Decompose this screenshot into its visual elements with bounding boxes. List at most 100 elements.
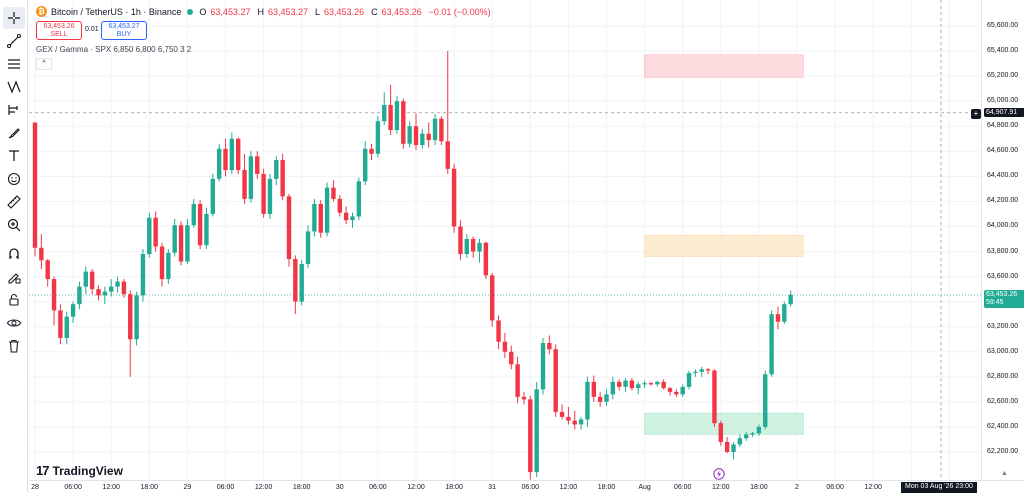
candle-body — [712, 370, 717, 424]
time-tick-label: 06:00 — [216, 484, 235, 491]
pattern-icon[interactable] — [3, 76, 25, 98]
collapse-legend-button[interactable]: ^ — [36, 58, 52, 70]
candle-body — [388, 104, 393, 130]
candle-body — [375, 121, 381, 154]
lock-drawing-icon[interactable] — [3, 266, 25, 288]
candle-body — [293, 259, 298, 302]
scroll-up-icon[interactable]: ▲ — [1001, 470, 1008, 477]
candle-body — [83, 271, 88, 287]
eye-icon[interactable] — [3, 312, 25, 334]
price-tick-label: 63,600.00 — [987, 272, 1019, 280]
candle-body — [566, 416, 571, 421]
magnet-icon[interactable] — [3, 243, 25, 265]
candle-body — [699, 369, 704, 372]
candle-body — [521, 396, 527, 400]
emoji-icon[interactable] — [3, 168, 25, 190]
last-price-badge: 63,453.26 59:45 — [984, 289, 1024, 308]
candle-body — [140, 254, 146, 296]
chart-pane[interactable] — [29, 0, 981, 480]
time-tick-label: 12:00 — [254, 484, 273, 491]
sell-button[interactable]: 63,453.26 SELL — [36, 21, 82, 40]
candle-body — [185, 225, 190, 262]
gamma-zone-red — [644, 54, 804, 78]
candle-body — [70, 304, 76, 317]
price-axis[interactable]: 65,600.00 65,400.00 65,200.00 65,000.00 64,8… — [981, 0, 1024, 480]
bar-countdown: 59:45 — [986, 298, 1004, 306]
change-value: −0.01 (−0.00%) — [428, 6, 491, 17]
low-value: 63,453.26 — [324, 6, 365, 17]
candle-body — [102, 291, 108, 296]
candle-body — [45, 260, 50, 280]
time-tick-label: 28 — [31, 484, 39, 491]
trend-line-icon[interactable] — [3, 30, 25, 52]
text-icon[interactable] — [3, 145, 25, 167]
candle-body — [578, 419, 584, 425]
time-tick-label: 12:00 — [864, 484, 882, 491]
time-tick-label: 18:00 — [292, 484, 311, 491]
add-alert-icon[interactable]: + — [971, 109, 981, 119]
brush-icon[interactable] — [3, 122, 25, 144]
price-tick-label: 62,200.00 — [987, 448, 1019, 455]
drawing-toolbar — [0, 0, 28, 493]
candle-body — [674, 391, 679, 395]
close-value: 63,453.26 — [381, 6, 422, 17]
candle-body — [470, 239, 476, 252]
candle-body — [540, 342, 546, 390]
candle-body — [585, 381, 590, 420]
fib-icon[interactable] — [3, 53, 25, 75]
price-tick-label: 65,000.00 — [987, 97, 1019, 105]
close-key: C — [371, 6, 378, 17]
time-tick-label: 30 — [335, 484, 344, 491]
price-tick-label: 63,200.00 — [987, 322, 1019, 330]
lightning-icon[interactable] — [713, 468, 725, 480]
price-tick-label: 65,200.00 — [987, 72, 1019, 80]
lock-icon[interactable] — [3, 289, 25, 311]
time-tick-label: Aug — [638, 484, 651, 491]
time-tick-label: 2 — [795, 484, 799, 491]
candle-body — [394, 101, 400, 130]
tradingview-logo[interactable]: 17 TradingView — [36, 463, 123, 478]
candle-body — [356, 181, 362, 217]
candle-body — [280, 160, 285, 197]
crosshair-icon[interactable] — [3, 7, 25, 29]
candle-body — [166, 252, 171, 280]
time-tick-label: 18:00 — [750, 484, 768, 491]
candle-body — [788, 294, 793, 305]
candle-body — [337, 198, 342, 213]
candle-body — [369, 148, 374, 154]
candle-body — [229, 138, 235, 171]
candle-body — [528, 399, 533, 473]
low-key: L — [315, 6, 321, 17]
candle-body — [32, 122, 38, 248]
buy-label: BUY — [116, 31, 132, 38]
price-tick-label: 64,800.00 — [987, 122, 1019, 130]
candle-body — [763, 374, 768, 427]
forecast-icon[interactable] — [3, 99, 25, 121]
high-key: H — [257, 6, 264, 17]
tradingview-wordmark: TradingView — [52, 463, 123, 478]
indicator-legend[interactable]: GEX / Gamma · SPX 6,850 6,800 6,750 3 2 — [36, 45, 192, 54]
price-tick-label: 65,600.00 — [987, 22, 1019, 29]
ruler-icon[interactable] — [3, 191, 25, 213]
candle-body — [331, 187, 336, 199]
zoom-icon[interactable] — [3, 214, 25, 236]
candlestick-chart[interactable] — [29, 0, 981, 480]
last-price-value: 63,453.26 — [986, 290, 1018, 298]
candle-body — [775, 314, 781, 322]
candle-body — [223, 148, 228, 171]
candle-body — [210, 178, 215, 214]
trash-icon[interactable] — [3, 335, 25, 357]
gamma-zone-yellow — [644, 234, 804, 257]
candle-body — [121, 281, 127, 295]
buy-button[interactable]: 63,453.27 BUY — [101, 21, 147, 40]
time-axis[interactable]: 12:00 06:00 2 18:00 12:00 06:00 Aug 18:00 12:00 0… — [29, 480, 1024, 493]
candle-body — [610, 381, 616, 395]
candle-body — [750, 433, 755, 435]
symbol-title[interactable]: Bitcoin / TetherUS · 1h · Binance — [51, 6, 182, 17]
time-tick-label: 29 — [183, 484, 192, 491]
candle-body — [769, 314, 774, 375]
open-key: O — [199, 6, 207, 17]
candle-body — [191, 203, 196, 226]
candle-body — [51, 279, 57, 311]
sell-label: SELL — [50, 31, 68, 38]
